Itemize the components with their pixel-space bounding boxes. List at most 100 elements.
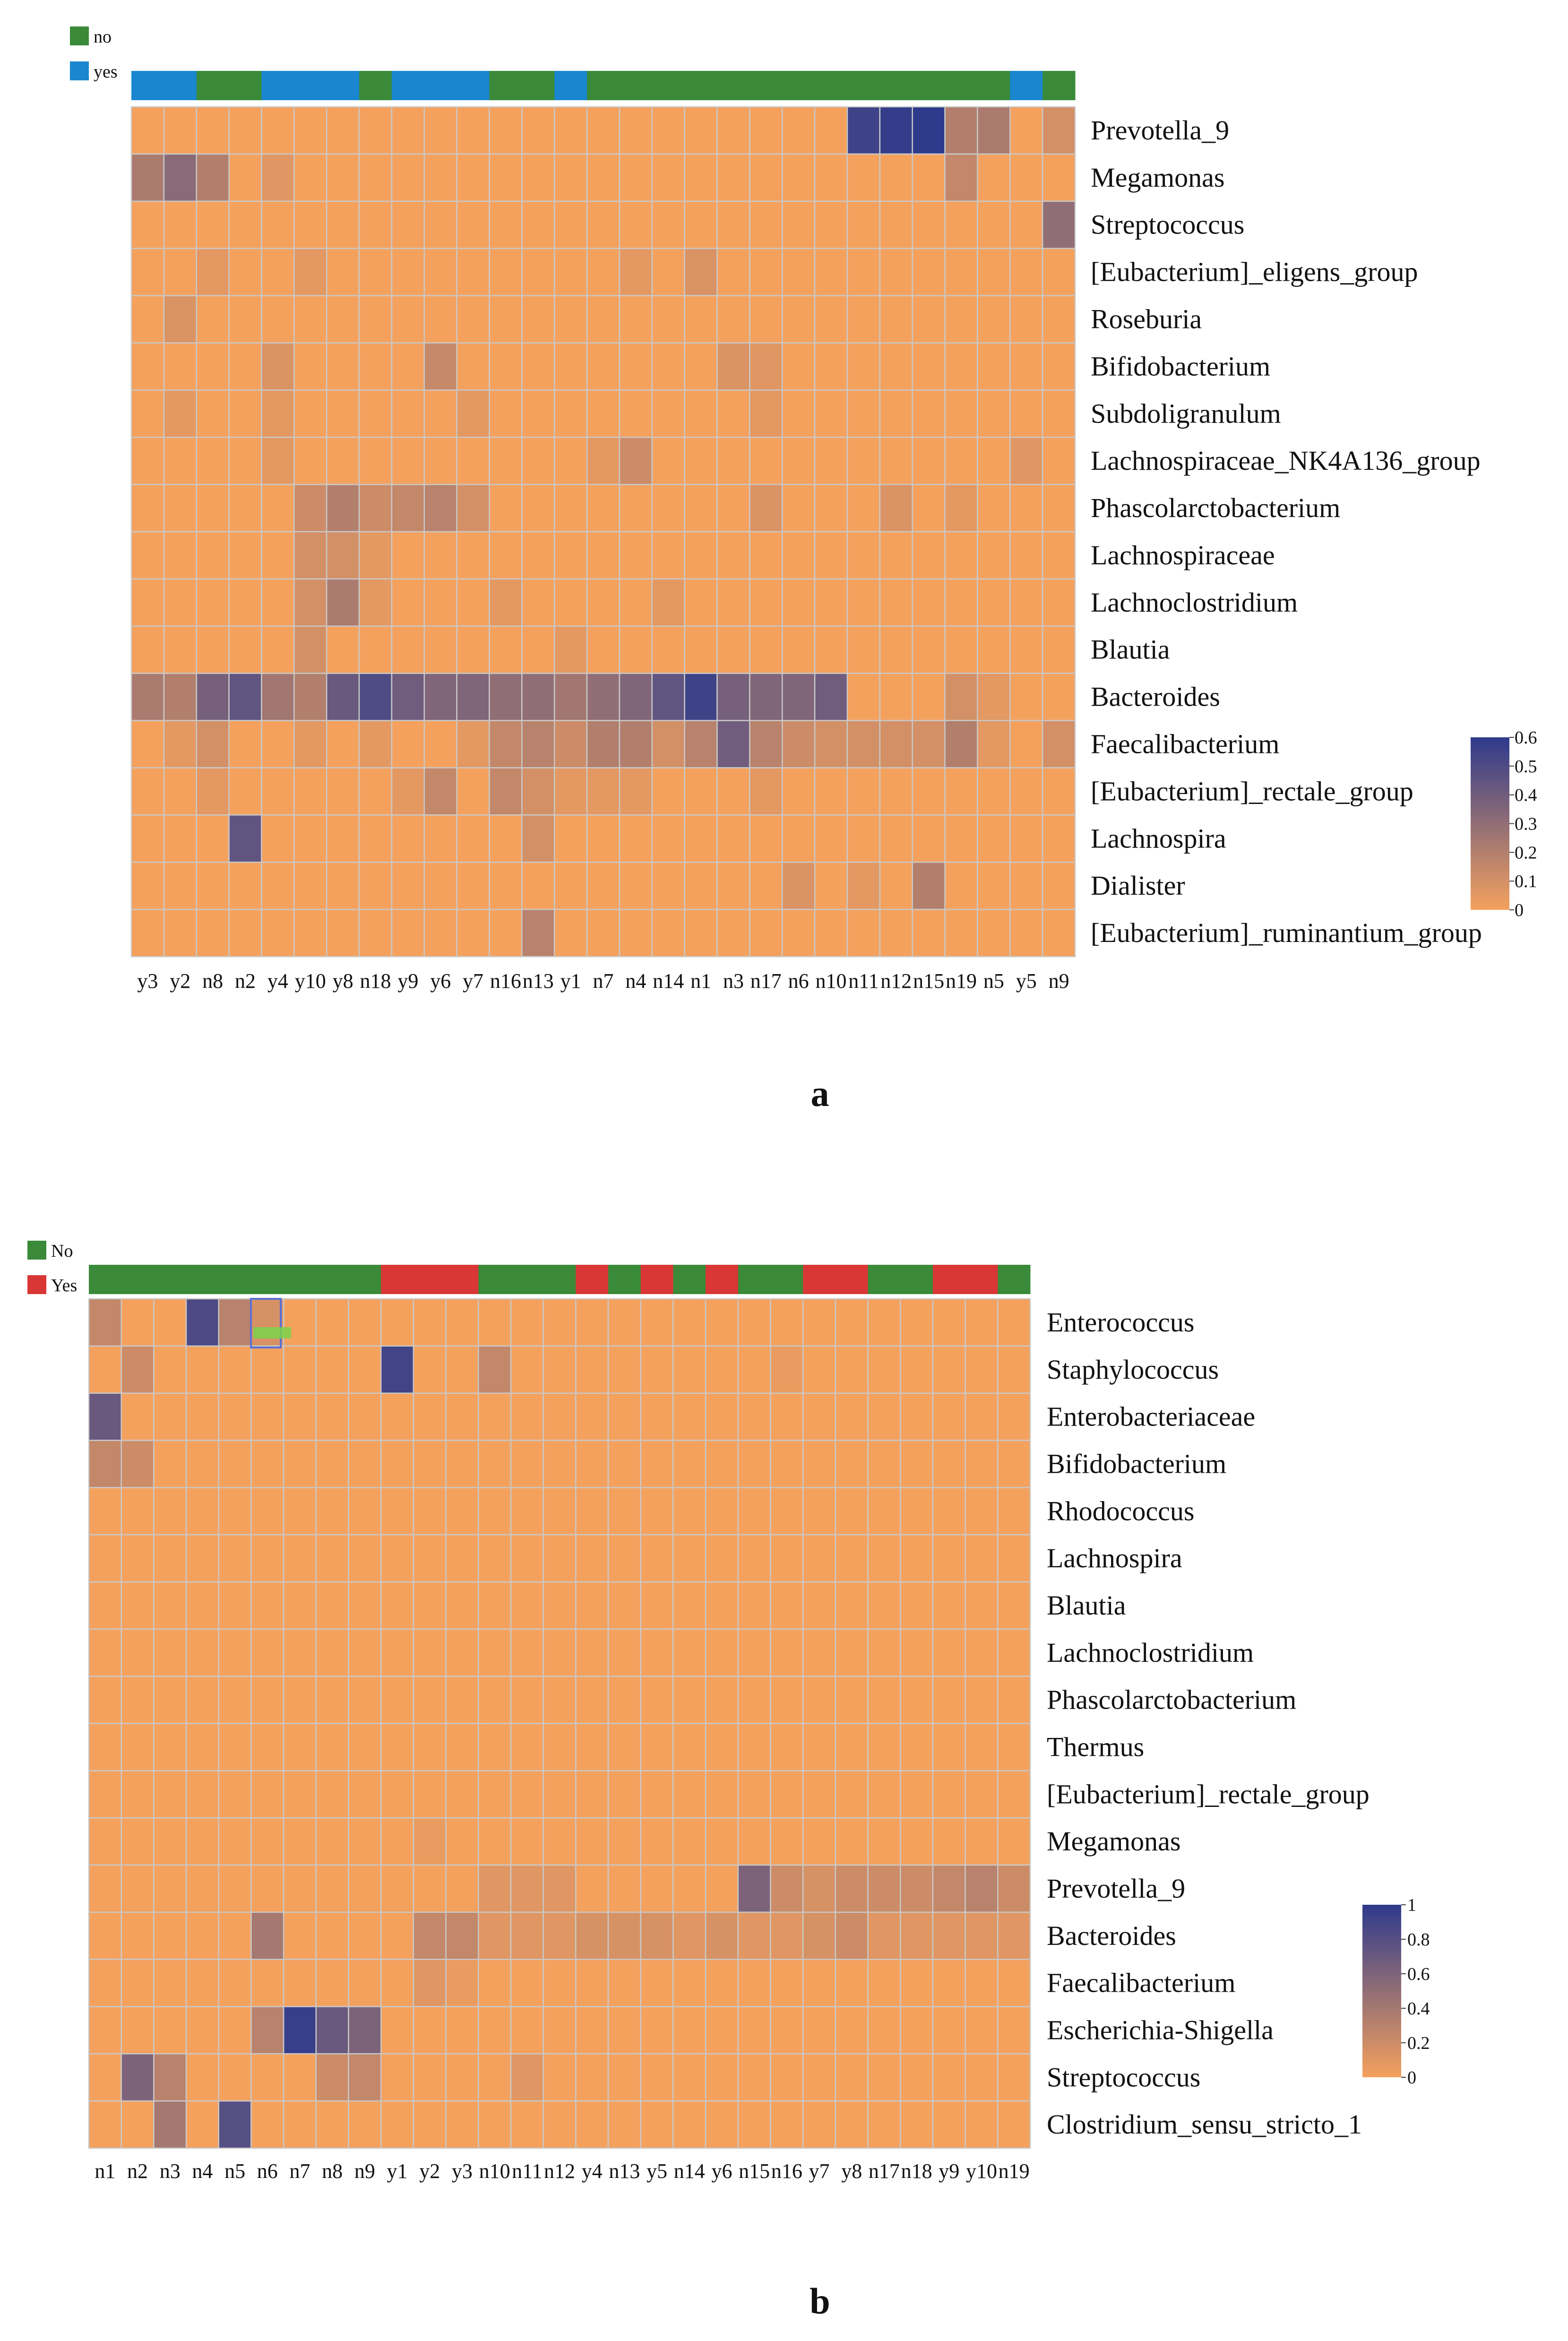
heatmap-cell[interactable]: [1009, 908, 1043, 958]
heatmap-cell[interactable]: [250, 2100, 284, 2149]
heatmap-cell[interactable]: [716, 200, 750, 249]
heatmap-cell[interactable]: [218, 1864, 252, 1913]
heatmap-cell[interactable]: [705, 1534, 739, 1583]
heatmap-cell[interactable]: [1009, 673, 1043, 721]
heatmap-cell[interactable]: [781, 814, 816, 863]
heatmap-cell[interactable]: [293, 531, 327, 580]
heatmap-cell[interactable]: [121, 2100, 155, 2149]
heatmap-cell[interactable]: [607, 1770, 641, 1819]
heatmap-cell[interactable]: [586, 578, 620, 627]
heatmap-cell[interactable]: [456, 861, 490, 910]
heatmap-cell[interactable]: [283, 1911, 317, 1960]
heatmap-cell[interactable]: [651, 673, 685, 721]
heatmap-cell[interactable]: [130, 248, 165, 296]
heatmap-cell[interactable]: [543, 1864, 577, 1913]
heatmap-cell[interactable]: [88, 1440, 122, 1488]
heatmap-cell[interactable]: [163, 673, 197, 721]
heatmap-cell[interactable]: [912, 673, 946, 721]
heatmap-cell[interactable]: [553, 578, 588, 627]
heatmap-cell[interactable]: [521, 295, 555, 344]
heatmap-cell[interactable]: [879, 814, 913, 863]
heatmap-cell[interactable]: [380, 1959, 414, 2007]
heatmap-cell[interactable]: [977, 389, 1011, 438]
heatmap-cell[interactable]: [283, 2053, 317, 2102]
heatmap-cell[interactable]: [867, 1392, 901, 1441]
heatmap-cell[interactable]: [932, 2053, 966, 2102]
heatmap-cell[interactable]: [879, 625, 913, 674]
heatmap-cell[interactable]: [814, 531, 848, 580]
heatmap-cell[interactable]: [944, 673, 978, 721]
heatmap-cell[interactable]: [478, 1345, 512, 1394]
heatmap-cell[interactable]: [250, 1440, 284, 1488]
heatmap-cell[interactable]: [965, 1911, 999, 1960]
heatmap-cell[interactable]: [802, 1440, 836, 1488]
heatmap-cell[interactable]: [261, 248, 295, 296]
heatmap-cell[interactable]: [997, 1864, 1031, 1913]
heatmap-cell[interactable]: [977, 484, 1011, 533]
heatmap-cell[interactable]: [912, 389, 946, 438]
heatmap-cell[interactable]: [912, 200, 946, 249]
heatmap-cell[interactable]: [716, 106, 750, 155]
heatmap-cell[interactable]: [932, 1676, 966, 1724]
heatmap-cell[interactable]: [846, 578, 881, 627]
heatmap-cell[interactable]: [391, 389, 425, 438]
heatmap-cell[interactable]: [348, 1911, 382, 1960]
heatmap-cell[interactable]: [153, 1959, 187, 2007]
heatmap-cell[interactable]: [977, 720, 1011, 769]
heatmap-cell[interactable]: [358, 625, 393, 674]
heatmap-cell[interactable]: [521, 814, 555, 863]
heatmap-cell[interactable]: [846, 484, 881, 533]
heatmap-cell[interactable]: [521, 673, 555, 721]
heatmap-cell[interactable]: [510, 1817, 544, 1866]
heatmap-cell[interactable]: [1009, 295, 1043, 344]
heatmap-cell[interactable]: [293, 861, 327, 910]
heatmap-cell[interactable]: [846, 153, 881, 202]
heatmap-cell[interactable]: [977, 578, 1011, 627]
heatmap-cell[interactable]: [553, 106, 588, 155]
heatmap-cell[interactable]: [358, 720, 393, 769]
heatmap-cell[interactable]: [553, 295, 588, 344]
heatmap-cell[interactable]: [770, 1770, 804, 1819]
heatmap-cell[interactable]: [912, 531, 946, 580]
heatmap-cell[interactable]: [489, 106, 523, 155]
heatmap-cell[interactable]: [716, 861, 750, 910]
heatmap-cell[interactable]: [716, 578, 750, 627]
heatmap-cell[interactable]: [553, 436, 588, 485]
heatmap-cell[interactable]: [846, 342, 881, 391]
heatmap-cell[interactable]: [326, 200, 360, 249]
heatmap-cell[interactable]: [510, 1959, 544, 2007]
heatmap-cell[interactable]: [185, 1911, 220, 1960]
heatmap-cell[interactable]: [121, 1770, 155, 1819]
heatmap-cell[interactable]: [879, 673, 913, 721]
heatmap-cell[interactable]: [445, 1628, 479, 1677]
heatmap-cell[interactable]: [575, 1345, 609, 1394]
heatmap-cell[interactable]: [121, 1581, 155, 1630]
heatmap-cell[interactable]: [1042, 767, 1076, 816]
heatmap-cell[interactable]: [423, 861, 457, 910]
heatmap-cell[interactable]: [737, 1392, 771, 1441]
heatmap-cell[interactable]: [575, 1676, 609, 1724]
heatmap-cell[interactable]: [196, 908, 230, 958]
heatmap-cell[interactable]: [521, 200, 555, 249]
heatmap-cell[interactable]: [153, 1723, 187, 1771]
heatmap-cell[interactable]: [944, 153, 978, 202]
heatmap-cell[interactable]: [899, 1676, 934, 1724]
heatmap-cell[interactable]: [228, 436, 262, 485]
heatmap-cell[interactable]: [716, 814, 750, 863]
heatmap-cell[interactable]: [413, 1723, 447, 1771]
heatmap-cell[interactable]: [781, 578, 816, 627]
heatmap-cell[interactable]: [912, 106, 946, 155]
heatmap-cell[interactable]: [867, 1723, 901, 1771]
heatmap-cell[interactable]: [965, 1345, 999, 1394]
heatmap-cell[interactable]: [814, 200, 848, 249]
heatmap-cell[interactable]: [250, 1959, 284, 2007]
heatmap-cell[interactable]: [413, 2100, 447, 2149]
heatmap-cell[interactable]: [228, 767, 262, 816]
heatmap-cell[interactable]: [423, 200, 457, 249]
heatmap-cell[interactable]: [196, 578, 230, 627]
heatmap-cell[interactable]: [575, 1723, 609, 1771]
heatmap-cell[interactable]: [456, 389, 490, 438]
heatmap-cell[interactable]: [163, 578, 197, 627]
heatmap-cell[interactable]: [781, 625, 816, 674]
heatmap-cell[interactable]: [445, 1676, 479, 1724]
